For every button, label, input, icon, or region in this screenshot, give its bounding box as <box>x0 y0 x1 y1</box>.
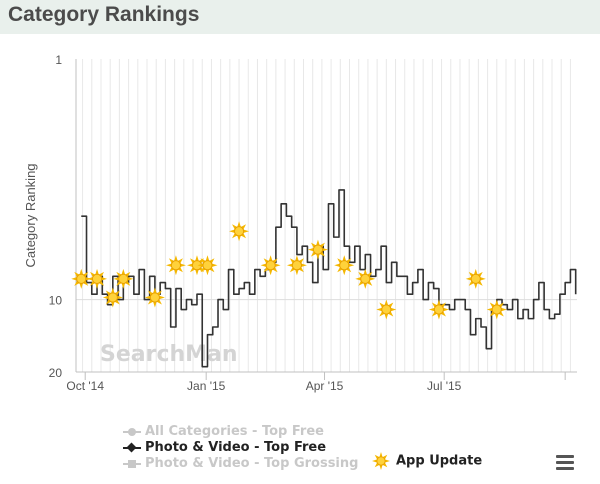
app-update-marker <box>229 221 250 242</box>
x-tick-label: Oct '14 <box>66 379 104 393</box>
app-update-marker <box>334 255 355 276</box>
app-update-marker <box>102 287 123 308</box>
app-update-marker <box>144 287 165 308</box>
y-tick-label: 20 <box>49 366 63 380</box>
app-update-marker <box>71 268 92 289</box>
app-update-marker <box>260 255 281 276</box>
legend-label: Photo & Video - Top Free <box>145 440 327 455</box>
app-update-marker <box>307 239 328 260</box>
sun-icon <box>372 452 390 470</box>
legend-circle-icon <box>123 427 145 437</box>
app-update-marker <box>486 299 507 320</box>
watermark-text: SearchMan <box>100 342 238 367</box>
y-axis-label: Category Ranking <box>23 163 38 267</box>
app-update-marker <box>197 255 218 276</box>
y-tick-label: 1 <box>55 53 62 67</box>
app-update-label: App Update <box>396 453 483 469</box>
legend-all-categories-top-free[interactable]: All Categories - Top Free <box>123 424 324 439</box>
legend-photo-video-top-grossing[interactable]: Photo & Video - Top Grossing <box>123 456 358 471</box>
x-tick-label: Jul '15 <box>427 379 462 393</box>
y-tick-label: 10 <box>49 294 63 308</box>
legend-square-icon <box>123 459 145 469</box>
panel-header: Category Rankings <box>0 0 600 34</box>
ranking-chart: SearchMan 1 10 20 Category Ranking Oct '14 Jan… <box>23 53 577 393</box>
x-tick-label: Jan '15 <box>187 379 226 393</box>
legend-label: Photo & Video - Top Grossing <box>145 456 359 471</box>
legend-label: All Categories - Top Free <box>145 424 324 439</box>
app-update-marker <box>165 255 186 276</box>
legend-app-update[interactable]: App Update <box>372 452 482 470</box>
app-update-marker <box>376 299 397 320</box>
app-update-marker <box>428 299 449 320</box>
app-update-marker <box>87 268 108 289</box>
x-tick-label: Apr '15 <box>306 379 344 393</box>
legend-photo-video-top-free[interactable]: Photo & Video - Top Free <box>123 440 326 455</box>
app-update-marker <box>113 268 134 289</box>
hamburger-menu-icon[interactable] <box>556 455 574 470</box>
series-line-photo-video-top-free <box>81 189 577 368</box>
app-update-marker <box>465 268 486 289</box>
legend-diamond-icon <box>123 442 145 453</box>
app-update-marker <box>286 255 307 276</box>
panel-title: Category Rankings <box>8 3 200 26</box>
app-update-marker <box>355 268 376 289</box>
